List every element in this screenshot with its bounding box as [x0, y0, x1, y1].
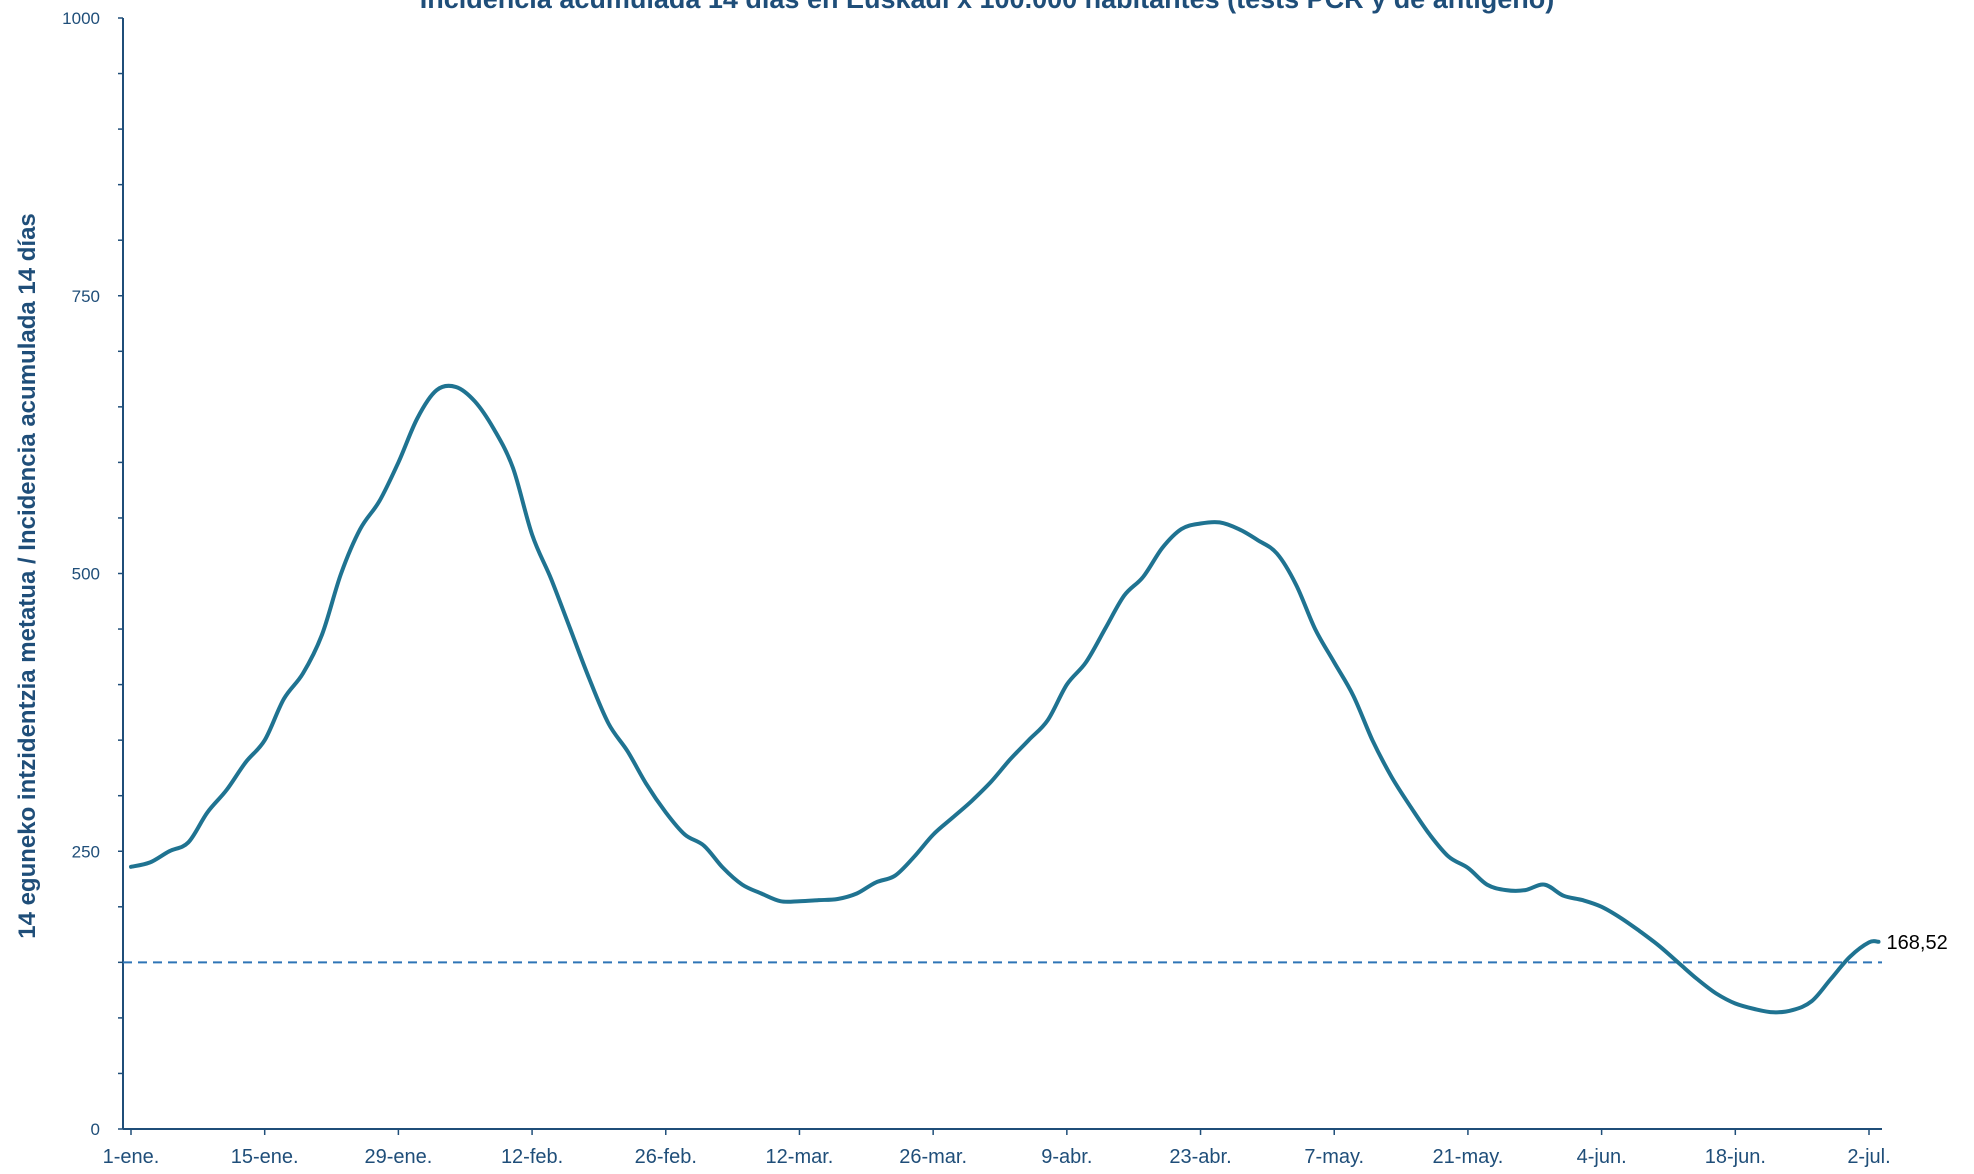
x-tick-label: 12-feb.: [501, 1146, 563, 1168]
y-tick-label: 500: [72, 565, 100, 584]
x-tick-label: 2-jul.: [1847, 1146, 1890, 1168]
axes-layer: [122, 18, 1882, 1130]
y-tick-label: 1000: [62, 9, 100, 28]
series-line-incidence: [129, 383, 1881, 1015]
y-tick-label: 750: [72, 287, 100, 306]
x-tick-label: 7-may.: [1304, 1146, 1364, 1168]
x-tick-label: 1-ene.: [103, 1146, 160, 1168]
x-tick-label: 21-may.: [1433, 1146, 1504, 1168]
chart-title: Incidencia acumulada 14 días en Euskadi …: [420, 0, 1554, 14]
x-tick-label: 18-jun.: [1705, 1146, 1766, 1168]
x-tick-label: 23-abr.: [1169, 1146, 1231, 1168]
x-tick-label: 9-abr.: [1041, 1146, 1092, 1168]
x-tick-label: 12-mar.: [766, 1146, 834, 1168]
end-value-label: 168,52: [1887, 932, 1948, 954]
x-tick-label: 29-ene.: [364, 1146, 432, 1168]
y-axis-label: 14 eguneko intzidentzia metatua / Incide…: [14, 213, 41, 939]
y-tick-label: 250: [72, 842, 100, 861]
x-tick-labels: 1-ene. 15-ene. 29-ene. 12-feb. 26-feb. 12-mar…: [103, 1129, 1891, 1168]
y-tick-label: 0: [91, 1120, 100, 1139]
x-tick-label: 26-mar.: [899, 1146, 967, 1168]
y-tick-labels: 0 250 500 750 1000: [62, 9, 100, 1139]
x-tick-label: 15-ene.: [231, 1146, 299, 1168]
x-tick-label: 4-jun.: [1577, 1146, 1627, 1168]
x-tick-label: 26-feb.: [635, 1146, 697, 1168]
